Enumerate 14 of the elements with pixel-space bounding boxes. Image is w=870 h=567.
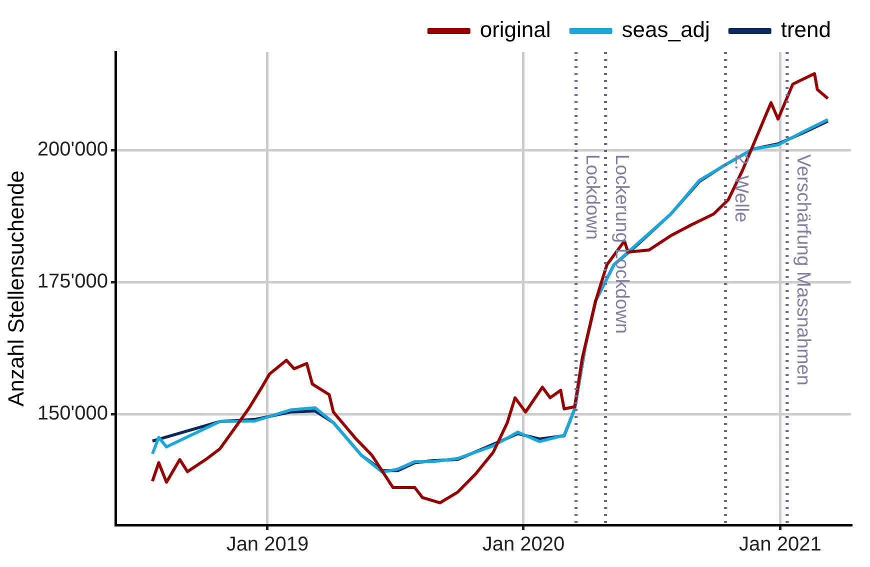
y-tick-label: 175'000: [37, 270, 108, 293]
legend-label: seas_adj: [622, 17, 710, 42]
y-tick-label: 200'000: [37, 138, 108, 161]
x-tick-label: Jan 2020: [482, 534, 565, 556]
legend-label: original: [480, 17, 551, 42]
ref-line-label: Lockdown: [581, 154, 602, 240]
ref-line-label: 2. Welle: [730, 154, 752, 222]
x-tick-label: Jan 2019: [226, 534, 309, 556]
y-axis-title: Anzahl Stellensuchende: [3, 170, 28, 407]
legend-label: trend: [780, 17, 832, 42]
ref-line-label: Verschärfung Massnahmen: [792, 154, 814, 386]
y-tick-label: 150'000: [37, 402, 108, 425]
ref-line-label: Lockerung Lockdown: [610, 154, 632, 334]
x-tick-label: Jan 2021: [739, 534, 822, 556]
